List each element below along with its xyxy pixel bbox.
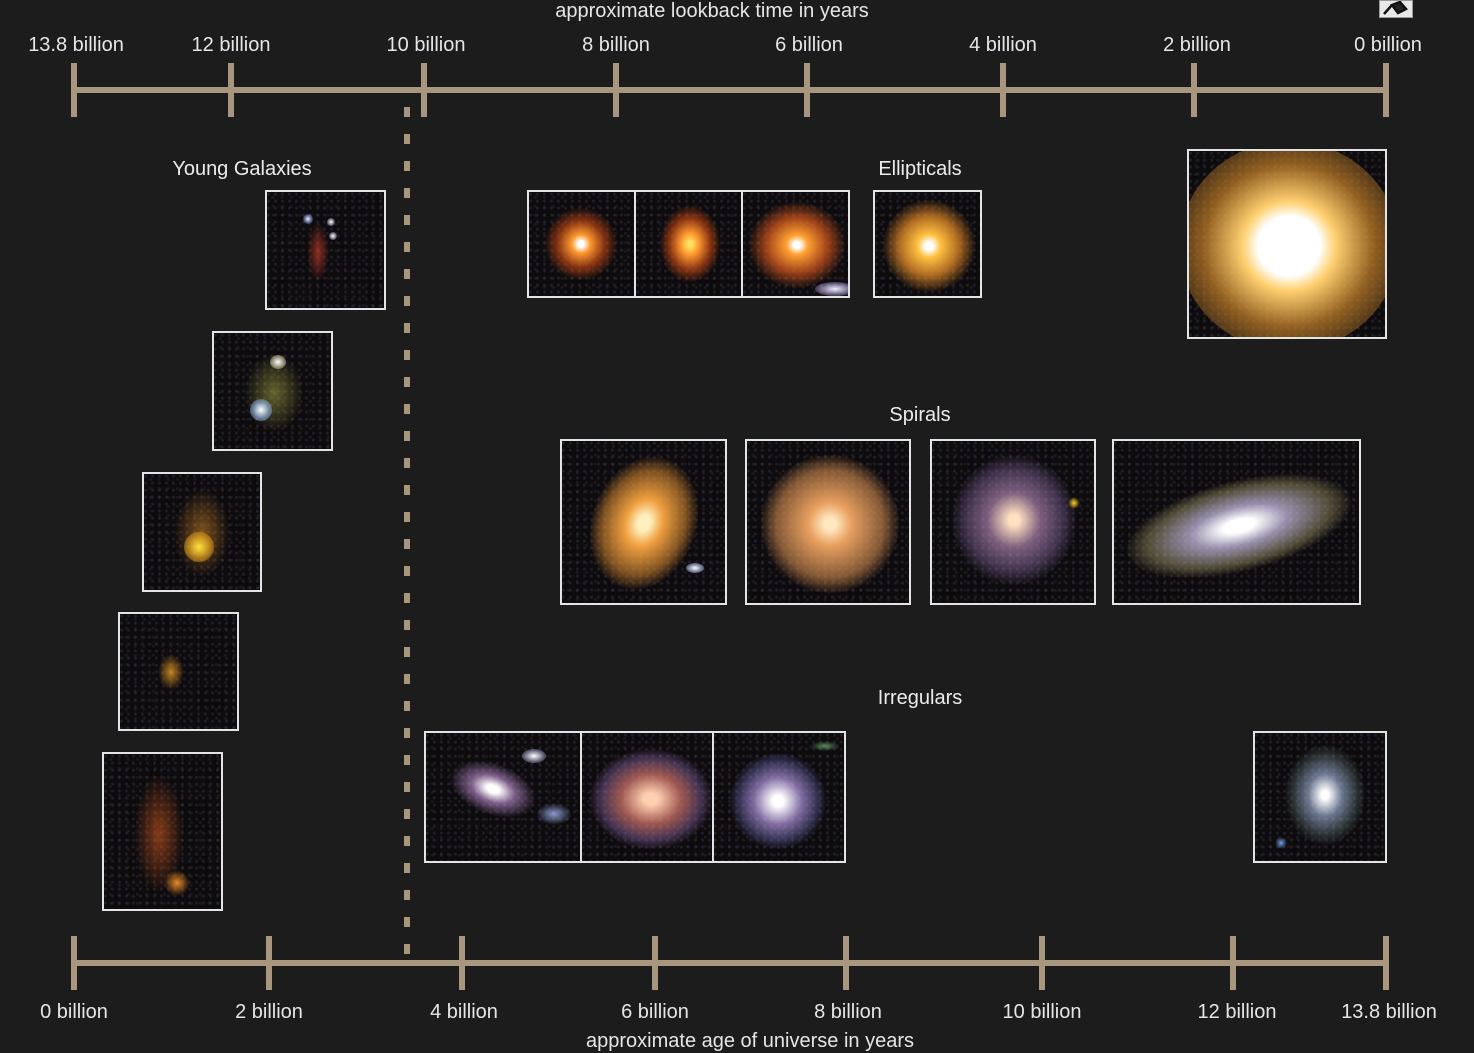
galaxy-image-young-5 — [102, 752, 223, 911]
galaxy-image-elliptical-5 — [1187, 149, 1387, 339]
expand-icon[interactable] — [1379, 0, 1413, 18]
top-tick — [71, 63, 77, 117]
galaxy-image-elliptical-1 — [527, 190, 636, 298]
bottom-axis-title: approximate age of universe in years — [586, 1030, 914, 1052]
epoch-divider-dashed-line — [404, 107, 410, 967]
bottom-tick-label: 6 billion — [621, 1001, 689, 1023]
group-label-spirals: Spirals — [889, 404, 951, 426]
bottom-tick — [266, 936, 272, 990]
bottom-tick-label: 0 billion — [40, 1001, 108, 1023]
top-tick-label: 10 billion — [386, 34, 466, 56]
bottom-tick — [843, 936, 849, 990]
bottom-tick — [1383, 936, 1389, 990]
top-tick-label: 0 billion — [1354, 34, 1422, 56]
bottom-tick — [1039, 936, 1045, 990]
galaxy-image-spiral-2 — [745, 439, 911, 605]
top-tick-label: 8 billion — [582, 34, 650, 56]
galaxy-image-young-2 — [212, 331, 333, 451]
top-tick — [1191, 63, 1197, 117]
top-tick — [1000, 63, 1006, 117]
bottom-tick — [71, 936, 77, 990]
top-tick — [1383, 63, 1389, 117]
top-tick — [613, 63, 619, 117]
top-tick-label: 13.8 billion — [28, 34, 124, 56]
bottom-axis-line — [71, 960, 1389, 966]
top-tick-label: 6 billion — [775, 34, 843, 56]
bottom-tick — [459, 936, 465, 990]
bottom-tick-label: 13.8 billion — [1341, 1001, 1437, 1023]
top-axis-line — [71, 87, 1389, 93]
galaxy-image-irregular-1 — [424, 731, 582, 863]
top-tick-label: 12 billion — [191, 34, 271, 56]
galaxy-image-young-4 — [118, 612, 239, 731]
top-tick — [804, 63, 810, 117]
galaxy-image-elliptical-4 — [873, 190, 982, 298]
galaxy-image-elliptical-3 — [741, 190, 850, 298]
galaxy-image-elliptical-2 — [634, 190, 743, 298]
top-tick — [228, 63, 234, 117]
galaxy-image-irregular-2 — [580, 731, 714, 863]
bottom-tick-label: 2 billion — [235, 1001, 303, 1023]
top-tick-label: 2 billion — [1163, 34, 1231, 56]
top-axis-title: approximate lookback time in years — [555, 0, 869, 22]
bottom-tick — [1230, 936, 1236, 990]
group-label-irregulars: Irregulars — [877, 687, 963, 709]
top-tick — [421, 63, 427, 117]
galaxy-image-spiral-1 — [560, 439, 727, 605]
galaxy-image-young-1 — [265, 190, 386, 310]
galaxy-image-spiral-4 — [1112, 439, 1361, 605]
bottom-tick-label: 4 billion — [430, 1001, 498, 1023]
top-tick-label: 4 billion — [969, 34, 1037, 56]
group-label-ellipticals: Ellipticals — [878, 158, 962, 180]
bottom-tick-label: 12 billion — [1197, 1001, 1277, 1023]
galaxy-image-irregular-4 — [1253, 731, 1387, 863]
bottom-tick-label: 10 billion — [1002, 1001, 1082, 1023]
group-label-young: Young Galaxies — [172, 158, 312, 180]
galaxy-image-young-3 — [142, 472, 262, 592]
galaxy-image-irregular-3 — [712, 731, 846, 863]
galaxy-image-spiral-3 — [930, 439, 1096, 605]
bottom-tick — [652, 936, 658, 990]
bottom-tick-label: 8 billion — [814, 1001, 882, 1023]
expand-icon-glyph — [1383, 0, 1408, 15]
